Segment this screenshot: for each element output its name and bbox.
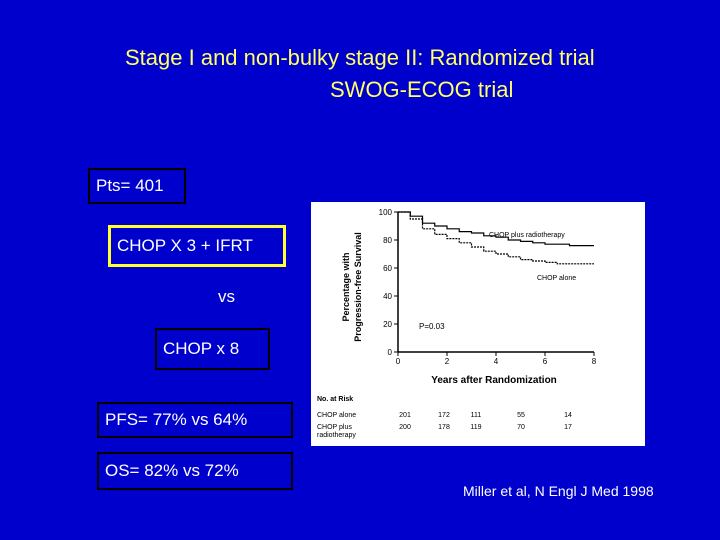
at-risk-value: 111: [471, 412, 482, 419]
at-risk-table: No. at Risk CHOP alone CHOP plus radioth…: [317, 396, 572, 439]
x-tick-label: 2: [445, 357, 450, 366]
patients-label: Pts= 401: [96, 176, 164, 195]
at-risk-value: 55: [517, 412, 525, 419]
arm2-label: CHOP x 8: [163, 339, 240, 358]
at-risk-value: 201: [399, 412, 411, 419]
at-risk-value: 70: [517, 424, 525, 431]
at-risk-header: No. at Risk: [317, 396, 353, 403]
citation: Miller et al, N Engl J Med 1998: [463, 483, 654, 499]
p-value: P=0.03: [419, 322, 445, 331]
y-tick-label: 80: [383, 236, 392, 245]
x-axis-label: Years after Randomization: [431, 375, 557, 386]
survival-curve-chop-rt: [398, 211, 594, 247]
y-tick-label: 40: [383, 292, 392, 301]
survival-chart: 0 20 40 60 80 100 0 2 4 6 8 Percentage with Progre…: [311, 202, 645, 446]
os-box: OS= 82% vs 72%: [97, 452, 293, 490]
x-tick-label: 8: [592, 357, 597, 366]
x-tick-label: 0: [396, 357, 401, 366]
y-tick-label: 20: [383, 320, 392, 329]
y-axis-label-line1: Percentage with: [341, 252, 351, 321]
pfs-label: PFS= 77% vs 64%: [105, 410, 248, 429]
series-label-chop-rt: CHOP plus radiotherapy: [489, 232, 565, 239]
arm1-label: CHOP X 3 + IFRT: [117, 236, 253, 255]
slide-title-line2: SWOG-ECOG trial: [330, 77, 514, 102]
at-risk-label-chop-rt: CHOP plus radiotherapy: [317, 424, 356, 439]
at-risk-value: 14: [564, 412, 572, 419]
x-tick-label: 6: [543, 357, 548, 366]
x-tick-label: 4: [494, 357, 499, 366]
at-risk-label-chop-alone: CHOP alone: [317, 412, 356, 419]
series-label-chop-alone: CHOP alone: [537, 275, 576, 282]
arm2-box: CHOP x 8: [155, 328, 270, 370]
y-axis-label-line2: Progression-free Survival: [353, 232, 363, 342]
y-tick-label: 60: [383, 264, 392, 273]
vs-label: vs: [218, 287, 235, 306]
y-tick-label: 100: [379, 208, 393, 217]
survival-curve-chop-alone: [398, 211, 594, 265]
at-risk-value: 119: [470, 424, 481, 431]
slide-title-line1: Stage I and non-bulky stage II: Randomiz…: [125, 45, 595, 70]
pfs-box: PFS= 77% vs 64%: [97, 402, 293, 438]
os-label: OS= 82% vs 72%: [105, 461, 239, 480]
patients-box: Pts= 401: [88, 168, 186, 204]
at-risk-value: 178: [438, 424, 450, 431]
at-risk-value: 200: [399, 424, 411, 431]
arm1-box: CHOP X 3 + IFRT: [108, 225, 286, 267]
y-tick-label: 0: [388, 348, 393, 357]
at-risk-value: 172: [438, 412, 450, 419]
at-risk-value: 17: [564, 424, 572, 431]
